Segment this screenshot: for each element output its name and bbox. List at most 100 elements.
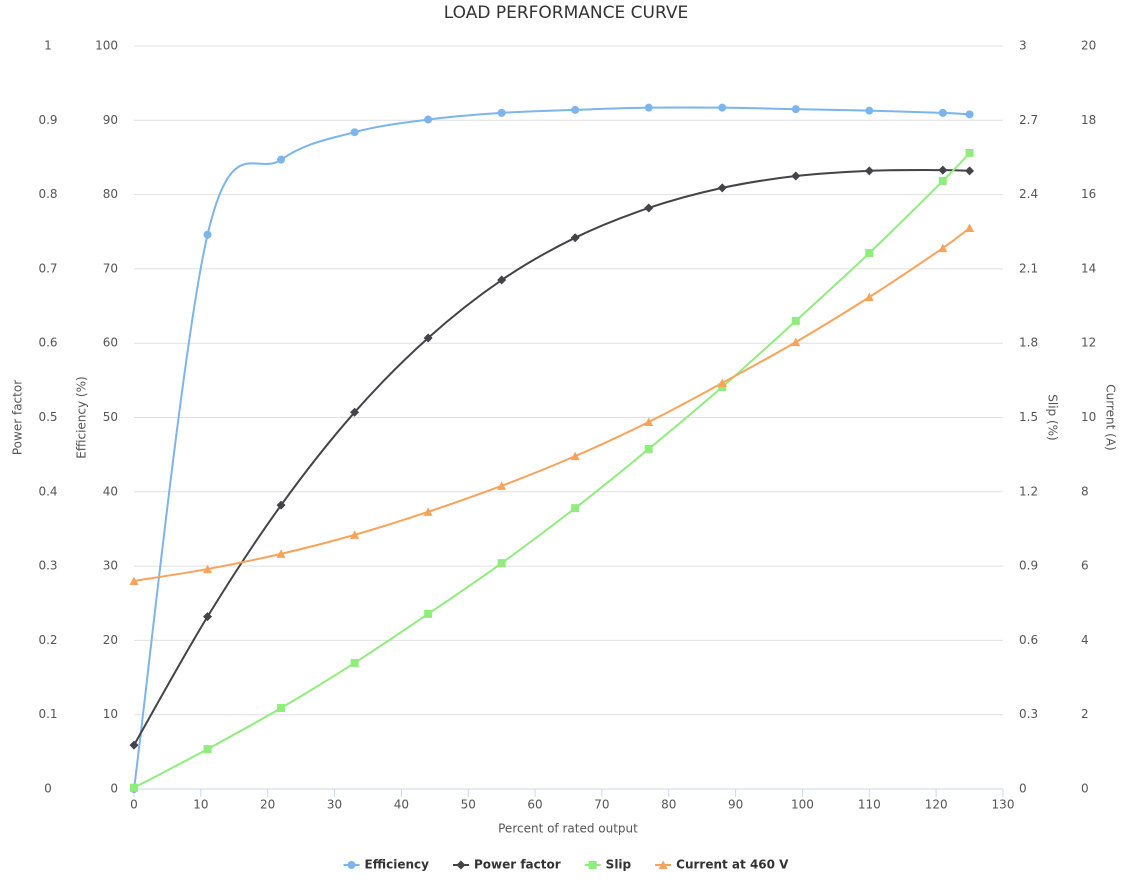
x-tick-label: 100 [791,798,814,812]
y-tick-label: 10 [1081,410,1096,424]
x-tick-label: 120 [925,798,948,812]
y-tick-label: 6 [1081,559,1089,573]
marker [570,451,580,461]
marker [350,128,359,137]
marker [203,612,213,622]
legend-item[interactable]: Efficiency [343,858,430,872]
y-tick-label: 0.4 [38,484,57,498]
y-tick-label: 60 [103,336,118,350]
marker [865,249,874,258]
y-tick-label: 1.2 [1019,484,1038,498]
marker [203,230,212,239]
marker [865,106,874,115]
marker [456,860,466,870]
marker [644,203,654,213]
marker [350,658,359,667]
x-tick-label: 10 [193,798,208,812]
x-tick-label: 70 [594,798,609,812]
y-tick-label: 0.2 [38,633,57,647]
y-tick-label: 18 [1081,113,1096,127]
y-tick-label: 40 [103,484,118,498]
marker [644,103,653,112]
x-tick-label: 60 [527,798,542,812]
y-axis-label: Slip (%) [1046,394,1060,440]
y-tick-label: 2.1 [1019,261,1038,275]
series-line [133,227,971,582]
marker [277,704,286,713]
marker [718,383,727,392]
y-tick-label: 0.6 [38,336,57,350]
x-tick-label: 40 [394,798,409,812]
marker [276,549,286,558]
y-tick-label: 0 [110,782,118,796]
y-tick-label: 0.9 [1019,559,1038,573]
marker [571,105,580,114]
marker [791,105,800,114]
y-tick-label: 50 [103,410,118,424]
y-tick-label: 3 [1019,39,1027,53]
marker [347,861,356,869]
series-line [133,152,971,789]
legend-label: Current at 460 V [676,858,789,872]
y-tick-label: 14 [1081,261,1096,275]
marker [203,564,213,574]
y-tick-label: 70 [103,261,118,275]
x-tick-label: 110 [858,798,881,812]
y-axis-label: Current (A) [1104,384,1118,450]
y-tick-label: 8 [1081,484,1089,498]
y-tick-label: 1.5 [1019,410,1038,424]
x-tick-label: 90 [728,798,743,812]
x-tick-label: 80 [661,798,676,812]
marker [644,417,654,426]
marker [276,500,286,510]
y-tick-label: 100 [95,39,118,53]
marker [717,183,727,193]
y-axis-label: Power factor [11,380,25,455]
y-tick-label: 0.1 [38,707,57,721]
y-tick-label: 0.8 [38,187,57,201]
marker [203,745,212,754]
marker [644,444,653,453]
legend-item[interactable]: Slip [584,858,632,872]
marker [588,861,597,869]
marker [938,165,948,175]
y-tick-label: 0.9 [38,113,57,127]
legend-label: Slip [606,858,632,872]
y-tick-label: 0.3 [1019,707,1038,721]
marker [938,176,947,185]
marker [965,223,975,233]
marker [791,337,801,347]
y-tick-label: 4 [1081,633,1089,647]
y-tick-label: 0.3 [38,559,57,573]
marker [129,740,139,750]
y-tick-label: 0 [1081,782,1089,796]
legend-label: Power factor [474,858,561,872]
y-tick-label: 20 [103,633,118,647]
marker [423,507,433,516]
y-tick-label: 16 [1081,187,1096,201]
marker [423,333,433,343]
legend: Efficiency Power factor Slip Current at 460… [343,858,789,872]
marker [717,378,727,387]
legend-item[interactable]: Power factor [452,858,561,872]
marker [277,155,286,164]
y-tick-label: 0.6 [1019,633,1038,647]
y-axis-label: Efficiency (%) [75,376,89,458]
y-tick-label: 1.8 [1019,336,1038,350]
y-tick-label: 30 [103,559,118,573]
y-tick-label: 0 [1019,782,1027,796]
marker [864,166,874,176]
marker [965,148,974,157]
y-tick-label: 0 [44,782,52,796]
x-tick-label: 130 [992,798,1015,812]
marker [570,233,580,243]
y-tick-label: 2 [1081,707,1089,721]
marker [965,166,975,176]
y-tick-label: 0.7 [38,261,57,275]
marker [129,576,139,585]
marker [424,115,433,124]
legend-item[interactable]: Current at 460 V [655,858,789,872]
marker [571,504,580,513]
x-tick-label: 0 [130,798,138,812]
